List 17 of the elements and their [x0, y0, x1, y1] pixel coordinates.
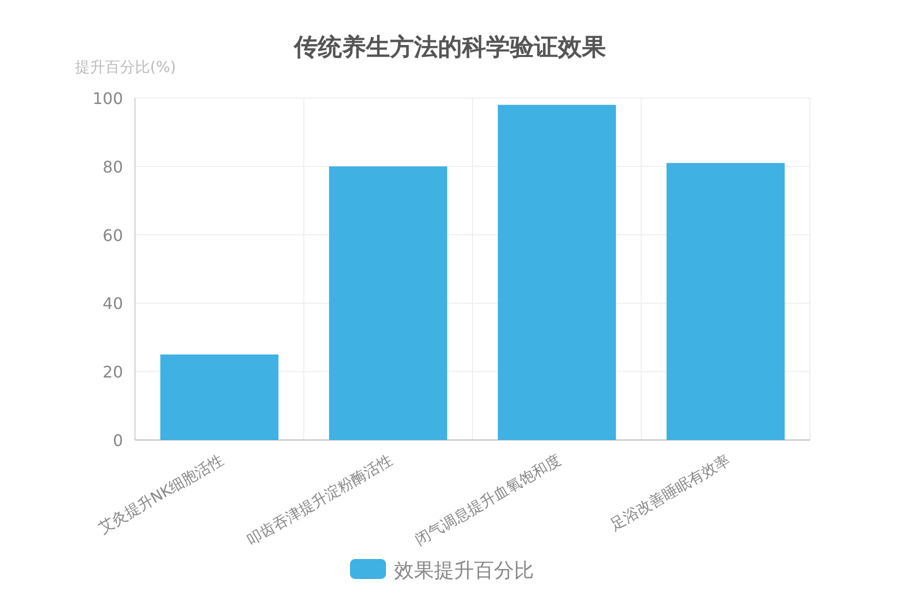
- x-tick-label: 闭气调息提升血氧饱和度: [412, 450, 564, 550]
- y-tick-label: 60: [102, 226, 123, 245]
- x-tick-label: 足浴改善睡眠有效率: [606, 450, 733, 534]
- y-tick-label: 20: [102, 362, 123, 382]
- x-tick-label: 艾灸提升NK细胞活性: [95, 450, 227, 538]
- y-tick-label: 40: [102, 294, 123, 314]
- legend-label: 效果提升百分比: [394, 558, 534, 582]
- bar: [329, 166, 448, 440]
- bar: [498, 104, 616, 440]
- x-tick-label: 叩齿吞津提升淀粉酶活性: [243, 450, 396, 550]
- y-axis-title: 提升百分比(%): [75, 58, 176, 76]
- bar: [160, 354, 278, 440]
- y-tick-label: 0: [112, 431, 123, 450]
- y-tick-label: 100: [92, 89, 123, 108]
- y-tick-label: 80: [102, 157, 123, 176]
- bar: [666, 162, 785, 440]
- chart-title: 传统养生方法的科学验证效果: [293, 33, 606, 61]
